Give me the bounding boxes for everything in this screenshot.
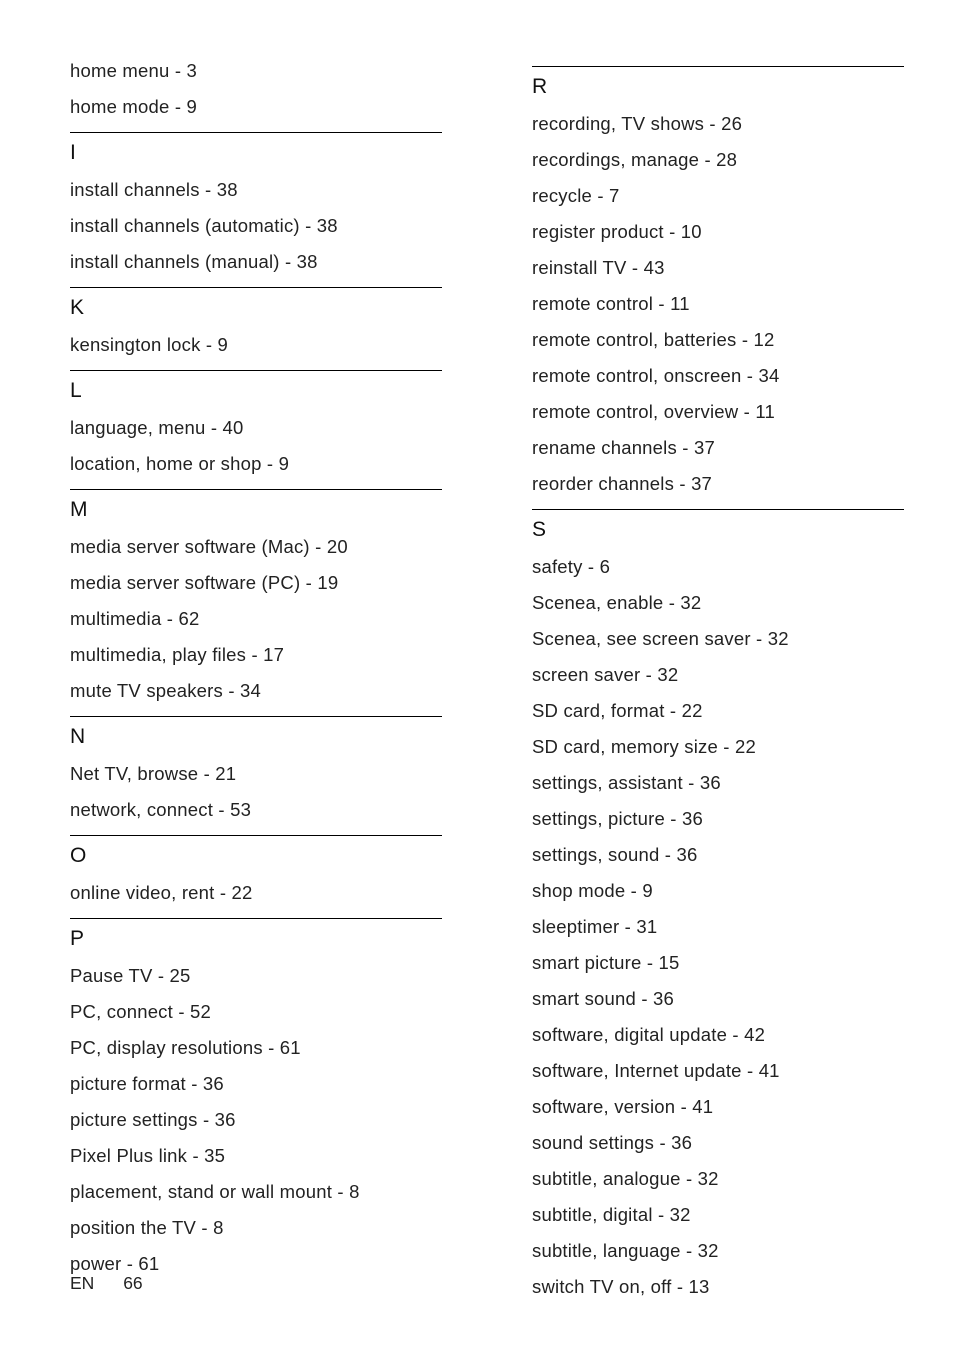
index-entry: safety - 6 [532, 556, 904, 578]
index-entry: picture format - 36 [70, 1073, 442, 1095]
index-entry: kensington lock - 9 [70, 334, 442, 356]
index-entry: Pause TV - 25 [70, 965, 442, 987]
index-entry: settings, picture - 36 [532, 808, 904, 830]
index-entry: remote control, batteries - 12 [532, 329, 904, 351]
index-entry: install channels - 38 [70, 179, 442, 201]
index-entry: remote control, onscreen - 34 [532, 365, 904, 387]
index-entry: PC, connect - 52 [70, 1001, 442, 1023]
index-entry: language, menu - 40 [70, 417, 442, 439]
index-entry: settings, sound - 36 [532, 844, 904, 866]
index-entry: screen saver - 32 [532, 664, 904, 686]
index-entry: SD card, format - 22 [532, 700, 904, 722]
right-column: Rrecording, TV shows - 26 recordings, man… [532, 60, 904, 1312]
index-letter: L [70, 370, 442, 403]
index-entry: Net TV, browse - 21 [70, 763, 442, 785]
index-entry: home menu - 3 [70, 60, 442, 82]
index-letter: S [532, 509, 904, 542]
index-entry: install channels (automatic) - 38 [70, 215, 442, 237]
index-entry: placement, stand or wall mount - 8 [70, 1181, 442, 1203]
index-letter: I [70, 132, 442, 165]
left-column: home menu - 3 home mode - 9 Iinstall chann… [70, 60, 442, 1312]
index-entry: smart sound - 36 [532, 988, 904, 1010]
index-entry: home mode - 9 [70, 96, 442, 118]
index-entry: remote control - 11 [532, 293, 904, 315]
index-entry: subtitle, digital - 32 [532, 1204, 904, 1226]
index-entry: Pixel Plus link - 35 [70, 1145, 442, 1167]
footer-page: 66 [123, 1273, 142, 1293]
index-entry: multimedia, play files - 17 [70, 644, 442, 666]
index-entry: software, digital update - 42 [532, 1024, 904, 1046]
index-entry: location, home or shop - 9 [70, 453, 442, 475]
index-letter: M [70, 489, 442, 522]
index-entry: network, connect - 53 [70, 799, 442, 821]
index-entry: recycle - 7 [532, 185, 904, 207]
index-page: home menu - 3 home mode - 9 Iinstall chann… [0, 0, 954, 1312]
footer: EN 66 [70, 1273, 143, 1294]
index-entry: picture settings - 36 [70, 1109, 442, 1131]
index-entry: online video, rent - 22 [70, 882, 442, 904]
index-entry: shop mode - 9 [532, 880, 904, 902]
index-entry: recording, TV shows - 26 [532, 113, 904, 135]
index-entry: switch TV on, off - 13 [532, 1276, 904, 1298]
index-entry: recordings, manage - 28 [532, 149, 904, 171]
index-entry: rename channels - 37 [532, 437, 904, 459]
index-entry: mute TV speakers - 34 [70, 680, 442, 702]
index-entry: register product - 10 [532, 221, 904, 243]
index-entry: media server software (Mac) - 20 [70, 536, 442, 558]
index-entry: subtitle, language - 32 [532, 1240, 904, 1262]
index-letter: R [532, 66, 904, 99]
index-entry: position the TV - 8 [70, 1217, 442, 1239]
index-entry: reinstall TV - 43 [532, 257, 904, 279]
index-letter: P [70, 918, 442, 951]
index-entry: multimedia - 62 [70, 608, 442, 630]
index-letter: K [70, 287, 442, 320]
index-entry: settings, assistant - 36 [532, 772, 904, 794]
index-entry: Scenea, see screen saver - 32 [532, 628, 904, 650]
index-entry: install channels (manual) - 38 [70, 251, 442, 273]
index-entry: remote control, overview - 11 [532, 401, 904, 423]
index-entry: media server software (PC) - 19 [70, 572, 442, 594]
index-letter: O [70, 835, 442, 868]
index-entry: PC, display resolutions - 61 [70, 1037, 442, 1059]
index-letter: N [70, 716, 442, 749]
index-entry: sound settings - 36 [532, 1132, 904, 1154]
index-entry: Scenea, enable - 32 [532, 592, 904, 614]
index-entry: sleeptimer - 31 [532, 916, 904, 938]
index-entry: software, Internet update - 41 [532, 1060, 904, 1082]
index-entry: power - 61 [70, 1253, 442, 1275]
index-entry: subtitle, analogue - 32 [532, 1168, 904, 1190]
index-entry: reorder channels - 37 [532, 473, 904, 495]
index-entry: software, version - 41 [532, 1096, 904, 1118]
footer-lang: EN [70, 1273, 94, 1293]
index-entry: smart picture - 15 [532, 952, 904, 974]
index-entry: SD card, memory size - 22 [532, 736, 904, 758]
